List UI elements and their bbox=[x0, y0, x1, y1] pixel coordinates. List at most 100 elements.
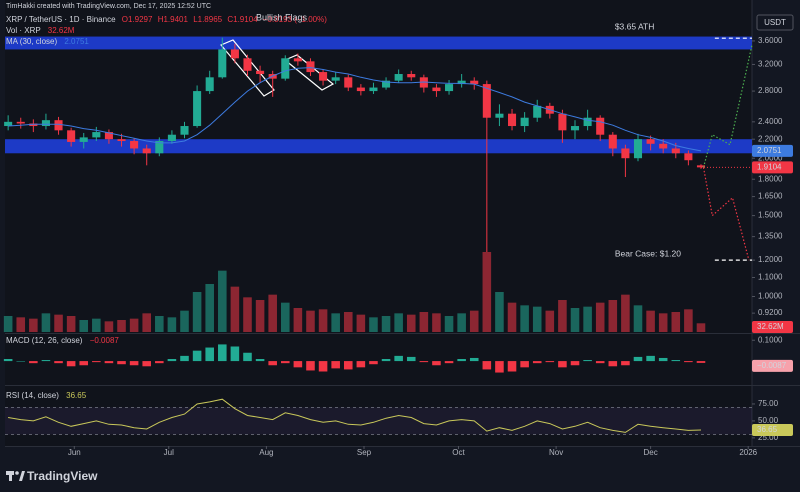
macd-bar bbox=[180, 355, 189, 362]
macd-last-label-box bbox=[752, 359, 793, 372]
volume-bar bbox=[268, 294, 277, 332]
volume-bar bbox=[469, 310, 479, 332]
volume-bar bbox=[621, 294, 630, 332]
candle-body bbox=[671, 148, 680, 154]
volume-bar bbox=[482, 252, 492, 332]
candle-body bbox=[41, 120, 50, 127]
volume-bar bbox=[495, 292, 504, 332]
y-tick-label: 1.8000 bbox=[758, 174, 783, 183]
macd-bar bbox=[129, 361, 139, 366]
y-tick-label: 25.00 bbox=[758, 433, 779, 442]
volume-last-label: 32.62M bbox=[757, 322, 784, 331]
x-tick-label: Sep bbox=[357, 448, 372, 457]
volume-bar bbox=[180, 310, 189, 332]
symbol-line: XRP / TetherUS · 1D · Binance O1.9297 H1… bbox=[6, 15, 327, 24]
y-tick-label: 2.0000 bbox=[758, 153, 783, 162]
x-tick-label: Oct bbox=[452, 448, 465, 457]
macd-bar bbox=[268, 361, 277, 366]
y-tick-label: 1.0000 bbox=[758, 292, 783, 301]
candle-body bbox=[407, 74, 416, 78]
volume-bar bbox=[558, 300, 567, 332]
volume-bar bbox=[205, 284, 214, 332]
macd-bar bbox=[117, 361, 126, 365]
macd-bar bbox=[318, 361, 328, 372]
volume-bar bbox=[671, 312, 681, 332]
rsi-legend: RSI (14, close) 36.65 bbox=[6, 391, 87, 400]
candle-body bbox=[193, 91, 202, 127]
candle-body bbox=[205, 77, 214, 92]
candle-body bbox=[608, 134, 617, 149]
rsi-line bbox=[8, 398, 702, 433]
x-tick-label: Dec bbox=[643, 448, 657, 457]
candle-body bbox=[117, 139, 126, 142]
volume-bar bbox=[432, 313, 441, 332]
volume-bar bbox=[104, 321, 114, 332]
y-tick-label: 1.3500 bbox=[758, 232, 783, 241]
volume-legend: Vol · XRP 32.62M bbox=[6, 26, 75, 35]
volume-bar bbox=[608, 300, 618, 332]
candle-body bbox=[230, 49, 239, 59]
candle-body bbox=[369, 87, 378, 92]
candle-body bbox=[293, 58, 302, 62]
macd-bar bbox=[356, 361, 366, 368]
candle-body bbox=[167, 134, 176, 142]
macd-bar bbox=[293, 361, 303, 368]
macd-bar bbox=[41, 360, 51, 362]
volume-bar bbox=[92, 318, 101, 332]
moving-average bbox=[8, 67, 702, 152]
macd-bar bbox=[79, 361, 89, 366]
volume-bar bbox=[293, 308, 303, 332]
candle-body bbox=[306, 61, 315, 73]
candle-body bbox=[696, 165, 706, 168]
y-tick-label: 3.6000 bbox=[758, 36, 783, 45]
macd-bar bbox=[570, 361, 580, 366]
candle-body bbox=[16, 121, 25, 124]
annotation-label: $3.65 ATH bbox=[615, 21, 655, 31]
rsi-last-label: 36.65 bbox=[757, 425, 778, 434]
volume-bar bbox=[142, 313, 151, 332]
ohlc-high: H1.9401 bbox=[158, 15, 189, 24]
currency-box[interactable] bbox=[756, 14, 794, 31]
macd-bar bbox=[280, 361, 290, 364]
volume-bar bbox=[280, 302, 290, 332]
macd-bar bbox=[444, 361, 454, 364]
macd-bar bbox=[583, 360, 592, 362]
volume-bar bbox=[356, 314, 366, 332]
volume-bar bbox=[318, 309, 328, 332]
candle-body bbox=[432, 87, 441, 92]
candle-body bbox=[256, 70, 265, 75]
volume-bar bbox=[658, 313, 668, 332]
volume-bar bbox=[444, 316, 454, 332]
macd-bar bbox=[3, 359, 13, 362]
macd-bar bbox=[381, 359, 391, 362]
volume-bar bbox=[545, 310, 555, 332]
macd-bar bbox=[331, 361, 340, 369]
ohlc-open: O1.9297 bbox=[122, 15, 153, 24]
macd-bar bbox=[218, 344, 227, 362]
volume-bar bbox=[218, 270, 227, 332]
y-tick-label: 2.8000 bbox=[758, 86, 783, 95]
macd-bar bbox=[155, 361, 164, 364]
candle-body bbox=[356, 87, 365, 92]
y-tick-label: 1.1000 bbox=[758, 273, 783, 282]
candle-body bbox=[621, 148, 630, 159]
rsi-last-label-box bbox=[752, 423, 793, 436]
volume-bar bbox=[3, 316, 13, 332]
y-tick-label: 3.2000 bbox=[758, 60, 783, 69]
projection-path bbox=[702, 44, 753, 168]
macd-bar bbox=[595, 361, 605, 364]
volume-last: 32.62M bbox=[48, 26, 75, 35]
candle-body bbox=[482, 84, 491, 118]
candle-body bbox=[130, 141, 139, 149]
currency[interactable]: USDT bbox=[764, 18, 786, 27]
macd-bar bbox=[306, 361, 315, 371]
macd-bar bbox=[520, 361, 529, 368]
volume-bar bbox=[117, 320, 126, 332]
flag-pattern bbox=[283, 54, 335, 91]
candle-body bbox=[558, 113, 567, 131]
macd-bar bbox=[482, 361, 492, 370]
macd-last: −0.0087 bbox=[90, 336, 120, 345]
candle-body bbox=[495, 113, 504, 118]
